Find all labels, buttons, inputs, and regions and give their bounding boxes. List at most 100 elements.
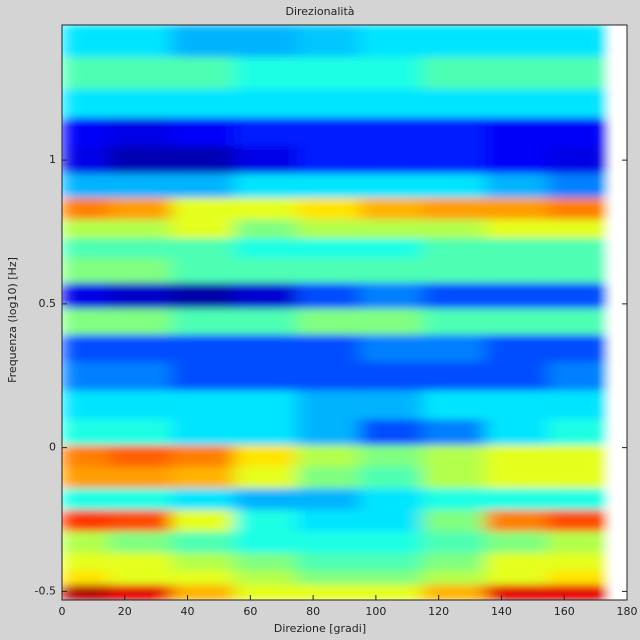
heatmap-cell <box>62 307 110 335</box>
heatmap-cell <box>108 145 173 174</box>
heatmap-cell <box>548 552 612 571</box>
heatmap-cell <box>234 257 298 283</box>
heatmap-cell <box>108 87 173 118</box>
heatmap-cell <box>359 418 424 446</box>
heatmap-cell <box>108 360 173 391</box>
heatmap-cell <box>108 583 173 600</box>
heatmap-cell <box>234 569 298 585</box>
heatmap-cell <box>359 145 424 174</box>
x-tick-label: 20 <box>118 605 132 618</box>
heatmap-cell <box>234 360 298 391</box>
heatmap-cell <box>62 444 110 467</box>
heatmap-cell <box>62 508 110 532</box>
x-tick-label: 80 <box>306 605 320 618</box>
heatmap-cell <box>359 444 424 467</box>
heatmap-cell <box>108 116 173 147</box>
heatmap-cell <box>171 197 236 220</box>
heatmap-cell <box>359 360 424 391</box>
heatmap-cell <box>62 583 110 600</box>
heatmap-cell <box>359 487 424 510</box>
heatmap-cell <box>234 25 298 58</box>
heatmap-cell <box>296 145 361 174</box>
heatmap-cell <box>422 508 487 532</box>
heatmap-cell <box>359 197 424 220</box>
heatmap-cell <box>296 465 361 489</box>
heatmap-cell <box>171 172 236 198</box>
heatmap-cell <box>171 116 236 147</box>
heatmap-cell <box>359 281 424 309</box>
heatmap-cell <box>62 530 110 554</box>
heatmap-cell <box>108 333 173 362</box>
heatmap-cell <box>296 530 361 554</box>
heatmap-cell <box>108 218 173 239</box>
heatmap-cell <box>62 145 110 174</box>
heatmap-cell <box>359 569 424 585</box>
heatmap-cell <box>234 307 298 335</box>
heatmap-cell <box>296 333 361 362</box>
heatmap-cell <box>62 172 110 198</box>
heatmap-cell <box>62 218 110 239</box>
heatmap-cell <box>108 257 173 283</box>
heatmap-cell <box>485 508 550 532</box>
heatmap-cell <box>485 333 550 362</box>
heatmap-cell <box>234 172 298 198</box>
heatmap-cell <box>62 552 110 571</box>
heatmap-cell <box>422 530 487 554</box>
heatmap-cell <box>171 583 236 600</box>
heatmap-cell <box>108 25 173 58</box>
heatmap-cell <box>234 87 298 118</box>
y-tick-label: -0.5 <box>35 584 56 597</box>
heatmap-cell <box>296 307 361 335</box>
heatmap-cell <box>422 307 487 335</box>
heatmap-cell <box>171 360 236 391</box>
heatmap-cell <box>296 237 361 259</box>
heatmap-cell <box>171 418 236 446</box>
heatmap-cell <box>171 552 236 571</box>
heatmap-cell <box>548 218 612 239</box>
heatmap-cell <box>296 583 361 600</box>
heatmap-cell <box>422 218 487 239</box>
heatmap-cell <box>296 116 361 147</box>
heatmap-cell <box>359 333 424 362</box>
heatmap-cell <box>234 281 298 309</box>
heatmap-cell <box>359 87 424 118</box>
heatmap-cells <box>62 25 612 600</box>
heatmap-cell <box>62 418 110 446</box>
heatmap-cell <box>296 569 361 585</box>
heatmap-cell <box>485 444 550 467</box>
y-tick-label: 1 <box>49 153 56 166</box>
heatmap-cell <box>234 237 298 259</box>
heatmap-cell <box>359 25 424 58</box>
heatmap <box>62 25 612 600</box>
heatmap-cell <box>62 25 110 58</box>
heatmap-cell <box>485 389 550 420</box>
heatmap-cell <box>485 237 550 259</box>
heatmap-cell <box>171 389 236 420</box>
heatmap-cell <box>108 172 173 198</box>
heatmap-cell <box>485 218 550 239</box>
heatmap-cell <box>422 87 487 118</box>
heatmap-cell <box>62 237 110 259</box>
heatmap-cell <box>359 508 424 532</box>
heatmap-cell <box>296 389 361 420</box>
heatmap-cell <box>171 530 236 554</box>
heatmap-cell <box>296 508 361 532</box>
x-tick-label: 0 <box>59 605 66 618</box>
heatmap-cell <box>296 197 361 220</box>
heatmap-cell <box>485 360 550 391</box>
heatmap-cell <box>485 172 550 198</box>
heatmap-cell <box>62 197 110 220</box>
heatmap-cell <box>359 307 424 335</box>
heatmap-cell <box>171 307 236 335</box>
heatmap-cell <box>62 360 110 391</box>
heatmap-cell <box>548 444 612 467</box>
heatmap-cell <box>234 389 298 420</box>
chart-title: Direzionalità <box>285 5 354 18</box>
heatmap-cell <box>108 237 173 259</box>
x-tick-label: 140 <box>491 605 512 618</box>
heatmap-cell <box>171 487 236 510</box>
heatmap-cell <box>422 25 487 58</box>
heatmap-cell <box>548 508 612 532</box>
